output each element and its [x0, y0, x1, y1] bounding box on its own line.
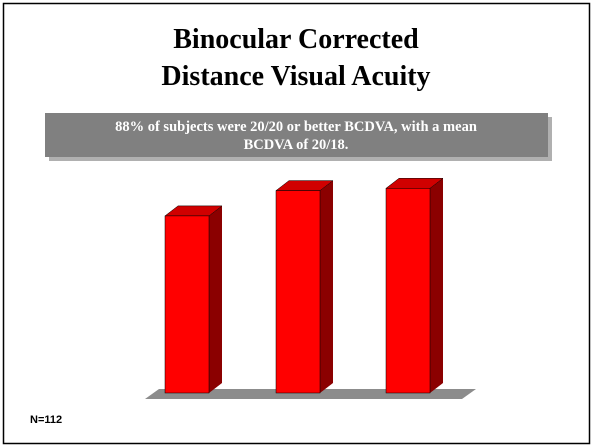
- bar-side: [209, 205, 222, 393]
- bar-side: [430, 178, 443, 393]
- bar: [164, 215, 210, 394]
- bar: [385, 188, 431, 394]
- annotation: 88% of subjects were 20/20 or better BCD…: [115, 119, 477, 135]
- note-box: [45, 113, 548, 157]
- chart-title: Binocular Corrected: [173, 24, 419, 55]
- chart-title: Distance Visual Acuity: [161, 61, 430, 92]
- annotation: BCDVA of 20/18.: [244, 137, 349, 153]
- footnote: N=112: [30, 414, 62, 426]
- bar: [275, 190, 321, 394]
- bar-side: [320, 180, 333, 393]
